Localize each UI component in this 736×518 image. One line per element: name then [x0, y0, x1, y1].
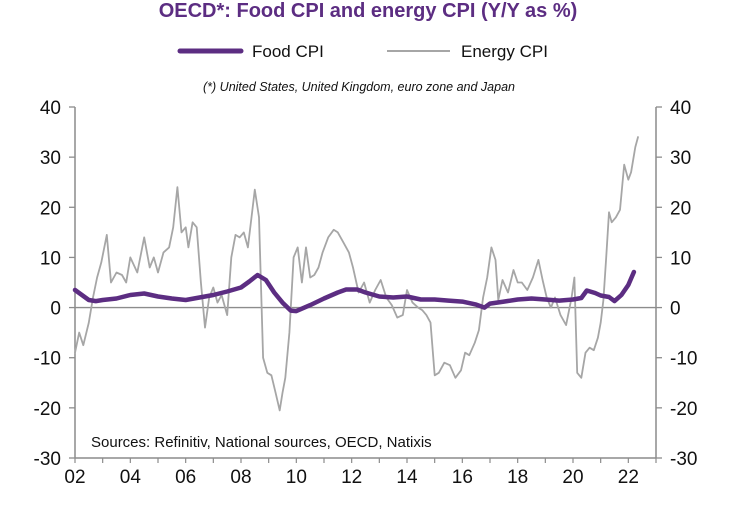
- y-tick-label-right: 10: [670, 248, 691, 269]
- y-tick-label-left: -20: [34, 399, 61, 420]
- y-tick-label-right: -30: [670, 449, 697, 470]
- y-tick-label-left: -30: [34, 449, 61, 470]
- y-tick-label-left: -10: [34, 349, 61, 370]
- plot-area: [72, 136, 639, 412]
- series-line-energy-cpi: [74, 136, 639, 412]
- legend: Food CPI Energy CPI: [177, 42, 548, 61]
- y-tick-label-right: 40: [670, 98, 691, 119]
- y-tick-label-left: 30: [40, 148, 61, 169]
- y-tick-label-left: 10: [40, 248, 61, 269]
- y-tick-label-right: -20: [670, 399, 697, 420]
- chart-source: Sources: Refinitiv, National sources, OE…: [91, 434, 432, 451]
- y-tick-label-right: 0: [670, 299, 681, 320]
- x-tick-label: 04: [120, 467, 142, 488]
- x-tick-label: 22: [618, 467, 639, 488]
- axes: -30 -30 -20 -20 -10 -10 0 0 10 10 20 20 30 30 40 40 02 04…: [34, 98, 698, 488]
- x-tick-label: 12: [341, 467, 362, 488]
- legend-label-energy: Energy CPI: [461, 42, 548, 61]
- x-tick-label: 02: [64, 467, 85, 488]
- y-tick-label-left: 40: [40, 98, 61, 119]
- legend-label-food: Food CPI: [252, 42, 324, 61]
- x-tick-label: 08: [230, 467, 251, 488]
- y-tick-label-right: 20: [670, 198, 691, 219]
- y-tick-label-left: 0: [50, 299, 61, 320]
- y-tick-label-right: -10: [670, 349, 697, 370]
- chart-title: OECD*: Food CPI and energy CPI (Y/Y as %…: [159, 0, 578, 22]
- x-tick-label: 06: [175, 467, 196, 488]
- x-tick-label: 16: [452, 467, 473, 488]
- y-tick-label-left: 20: [40, 198, 61, 219]
- y-tick-label-right: 30: [670, 148, 691, 169]
- chart-note: (*) United States, United Kingdom, euro …: [203, 80, 515, 94]
- x-tick-label: 20: [562, 467, 583, 488]
- x-tick-label: 14: [396, 467, 418, 488]
- x-tick-label: 10: [286, 467, 307, 488]
- x-tick-label: 18: [507, 467, 528, 488]
- series-line-food-cpi: [72, 269, 637, 314]
